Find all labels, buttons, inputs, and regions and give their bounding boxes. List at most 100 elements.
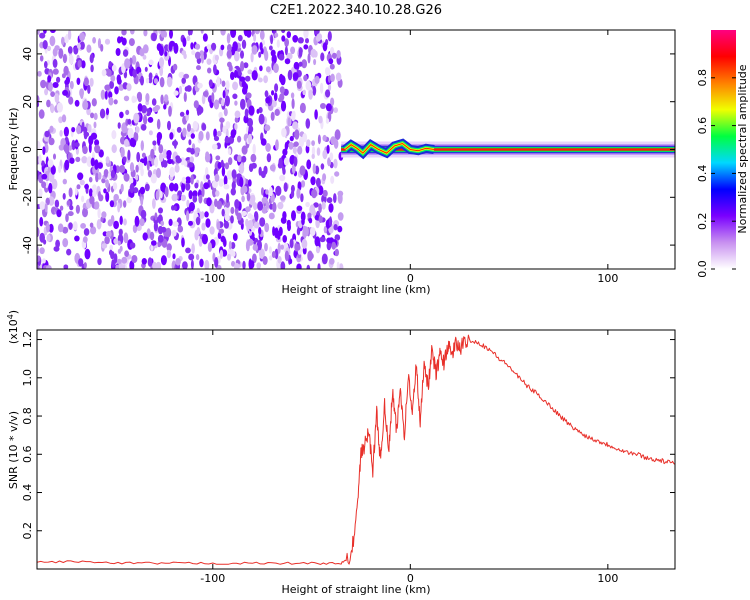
- noise-speckle: [38, 188, 43, 198]
- noise-speckle: [123, 218, 127, 226]
- noise-speckle: [258, 51, 262, 58]
- noise-speckle: [325, 89, 331, 98]
- y-tick-label: 0.4: [21, 484, 34, 502]
- noise-speckle: [264, 90, 269, 98]
- noise-speckle: [159, 77, 165, 88]
- noise-speckle: [137, 94, 142, 103]
- noise-speckle: [120, 36, 124, 42]
- noise-speckle: [305, 38, 309, 44]
- noise-speckle: [94, 204, 98, 210]
- noise-speckle: [191, 243, 195, 254]
- noise-speckle: [126, 83, 132, 92]
- noise-speckle: [316, 147, 321, 156]
- noise-speckle: [111, 130, 117, 140]
- noise-speckle: [300, 193, 304, 203]
- noise-speckle: [264, 50, 269, 61]
- spectrogram-panel: -100 0 100 -40 -20 0 20 40 Height of straight …: [7, 29, 676, 296]
- noise-speckle: [264, 124, 271, 132]
- noise-speckle: [128, 38, 135, 47]
- noise-speckle: [334, 248, 339, 257]
- noise-speckle: [253, 202, 258, 211]
- noise-speckle: [51, 178, 58, 190]
- noise-speckle: [172, 221, 179, 227]
- noise-speckle: [104, 236, 110, 245]
- noise-speckle: [186, 35, 191, 42]
- noise-speckle: [246, 192, 251, 202]
- noise-speckle: [107, 171, 112, 180]
- x-tick-label: 100: [597, 272, 618, 285]
- noise-speckle: [46, 234, 51, 242]
- x-tick-label: 100: [597, 572, 618, 585]
- noise-speckle: [118, 229, 123, 235]
- noise-speckle: [105, 191, 110, 203]
- noise-speckle: [326, 237, 332, 244]
- noise-speckle: [231, 169, 237, 179]
- noise-speckle: [130, 30, 135, 35]
- noise-speckle: [180, 194, 186, 202]
- noise-speckle: [147, 170, 152, 178]
- noise-speckle: [329, 152, 334, 161]
- noise-speckle: [142, 232, 148, 241]
- noise-speckle: [185, 247, 191, 254]
- y-multiplier-label: (x104): [6, 310, 20, 344]
- noise-speckle: [209, 203, 215, 214]
- noise-speckle: [283, 157, 289, 166]
- noise-speckle: [144, 183, 150, 192]
- noise-speckle: [241, 145, 248, 155]
- noise-speckle: [220, 30, 226, 36]
- noise-speckle: [150, 148, 155, 159]
- noise-speckle: [226, 193, 230, 203]
- noise-speckle: [233, 51, 240, 62]
- noise-speckle: [310, 176, 316, 186]
- noise-speckle: [48, 182, 53, 194]
- noise-speckle: [103, 168, 109, 178]
- noise-speckle: [111, 64, 117, 72]
- noise-speckle: [160, 220, 165, 226]
- noise-speckle: [169, 30, 173, 39]
- noise-speckle: [298, 61, 303, 67]
- noise-speckle: [81, 195, 85, 203]
- noise-speckle: [201, 222, 206, 231]
- noise-speckle: [190, 174, 194, 185]
- noise-speckle: [234, 116, 239, 123]
- noise-speckle: [91, 98, 97, 107]
- noise-speckle: [214, 173, 220, 182]
- noise-speckle: [183, 92, 187, 103]
- noise-speckle: [240, 50, 244, 59]
- noise-speckle: [277, 255, 282, 264]
- noise-speckle: [289, 258, 293, 265]
- noise-speckle: [162, 149, 168, 159]
- noise-speckle: [160, 94, 164, 105]
- y-tick-label: 1.2: [21, 331, 34, 349]
- noise-speckle: [231, 260, 236, 267]
- noise-speckle: [158, 207, 163, 214]
- noise-speckle: [39, 32, 46, 39]
- noise-speckle: [280, 261, 286, 269]
- noise-speckle: [87, 123, 92, 133]
- noise-speckle: [316, 33, 323, 41]
- noise-speckle: [257, 201, 264, 211]
- noise-speckle: [157, 241, 162, 248]
- noise-speckle: [105, 156, 110, 164]
- noise-speckle: [39, 201, 46, 210]
- noise-speckle: [337, 212, 344, 221]
- noise-speckle: [290, 189, 295, 198]
- y-multiplier-exponent: 4: [6, 314, 15, 319]
- noise-speckle: [83, 228, 90, 236]
- noise-speckle: [307, 212, 312, 219]
- noise-speckle: [326, 144, 330, 154]
- noise-speckle: [49, 125, 54, 133]
- noise-speckle: [94, 139, 100, 147]
- noise-speckle: [326, 197, 333, 204]
- noise-speckle: [283, 182, 288, 193]
- noise-speckle: [171, 193, 178, 202]
- noise-speckle: [234, 110, 241, 119]
- noise-speckle: [54, 199, 60, 208]
- noise-speckle: [81, 60, 86, 69]
- noise-speckle: [155, 190, 160, 201]
- noise-speckle: [37, 264, 40, 269]
- noise-speckle: [186, 210, 190, 222]
- noise-speckle: [293, 61, 300, 70]
- noise-speckle: [108, 91, 113, 99]
- noise-speckle: [191, 50, 196, 56]
